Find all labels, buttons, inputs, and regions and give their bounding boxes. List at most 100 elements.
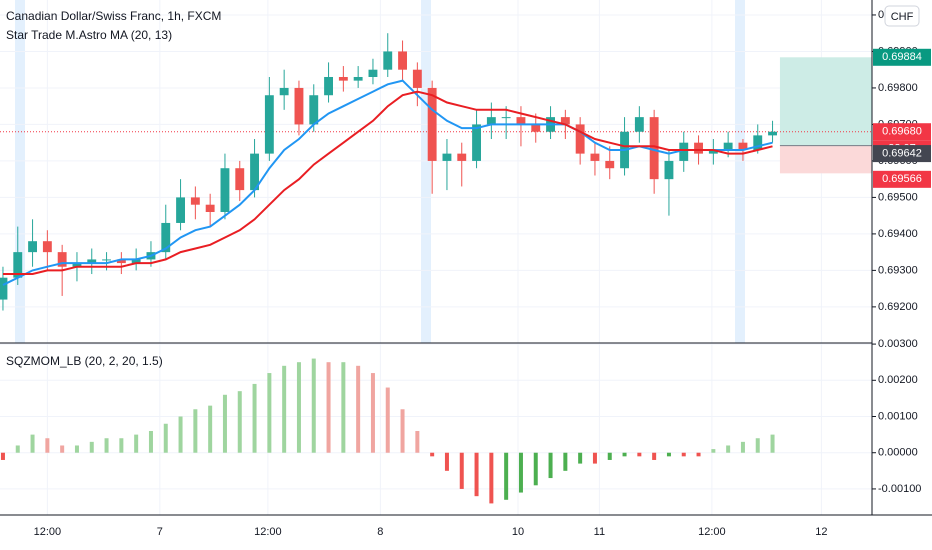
candle-body — [190, 197, 200, 205]
stop-zone — [779, 145, 872, 174]
momentum-bar — [267, 373, 272, 453]
y-tick-label: 0.69200 — [878, 301, 918, 313]
candle-body — [472, 124, 481, 161]
momentum-bar — [563, 452, 568, 471]
candle-body — [102, 259, 111, 261]
momentum-bar — [237, 391, 242, 453]
x-tick-label: 12:00 — [34, 526, 62, 538]
candle-body — [442, 153, 452, 161]
x-tick-label: 12 — [815, 526, 827, 538]
highlight-band — [421, 0, 431, 343]
highlight-band — [735, 0, 745, 343]
x-tick-label: 10 — [512, 526, 524, 538]
x-tick-label: 11 — [594, 526, 605, 538]
moving-average — [2, 79, 773, 286]
momentum-bar — [134, 434, 139, 453]
candle-body — [205, 204, 215, 213]
momentum-bar — [607, 452, 612, 460]
price-tag — [873, 145, 931, 163]
candle-body — [486, 117, 496, 125]
price-tag — [873, 170, 931, 188]
candle-body — [72, 263, 82, 267]
candle-body — [590, 153, 600, 161]
candle-body — [694, 142, 703, 154]
y-tick-label: 0.69400 — [878, 228, 918, 240]
momentum-bar — [681, 452, 686, 457]
candle-body — [13, 252, 23, 278]
momentum-bar — [89, 441, 94, 453]
momentum-bar — [252, 383, 257, 453]
x-tick-label: 12:00 — [698, 526, 726, 538]
candle-body — [664, 160, 674, 180]
momentum-bar — [178, 416, 183, 453]
momentum-bar — [74, 445, 79, 453]
candle-body — [131, 259, 141, 264]
candle-body — [309, 95, 319, 125]
momentum-bar — [45, 438, 50, 453]
price-tag-label: 0.69566 — [882, 173, 922, 185]
momentum-bar — [15, 445, 20, 453]
momentum-bar — [740, 441, 745, 453]
momentum-bar — [474, 452, 479, 497]
momentum-bar — [459, 452, 464, 489]
momentum-bar — [311, 358, 316, 453]
momentum-bar — [356, 365, 361, 453]
candle-body — [279, 87, 289, 96]
candle-body — [176, 197, 185, 223]
candle-body — [264, 95, 274, 154]
momentum-bar — [637, 452, 642, 457]
momentum-bar — [30, 434, 35, 453]
candle-body — [398, 51, 407, 70]
candle-body — [161, 222, 171, 253]
momentum-bar — [770, 434, 775, 453]
momentum-bar — [282, 365, 287, 453]
momentum-bar — [533, 452, 538, 486]
candle-body — [338, 76, 348, 81]
candle-body — [560, 117, 570, 125]
candle-body — [220, 168, 230, 213]
momentum-bar — [430, 452, 435, 457]
indicator-title: Star Trade M.Astro MA (20, 13) — [6, 28, 172, 42]
currency-button[interactable] — [884, 5, 920, 27]
candle-body — [353, 76, 363, 81]
symbol-title: Canadian Dollar/Swiss Franc, 1h, FXCM — [6, 9, 221, 23]
momentum-bar — [400, 409, 405, 453]
highlight-band — [15, 0, 25, 343]
candle-body — [634, 117, 644, 132]
momentum-bar — [370, 373, 375, 453]
candle-body — [0, 277, 8, 300]
momentum-bar — [119, 438, 124, 453]
momentum-bar — [60, 445, 65, 453]
momentum-bar — [518, 452, 523, 493]
candle-body — [501, 117, 511, 119]
candle-body — [427, 87, 437, 161]
momentum-bar — [755, 438, 760, 453]
price-tag-label: 0.69642 — [882, 147, 922, 159]
momentum-bar — [666, 452, 671, 457]
x-tick-label: 12:00 — [254, 526, 282, 538]
candle-body — [531, 124, 541, 132]
momentum-bar — [504, 452, 509, 500]
momentum-bar — [326, 362, 331, 453]
momentum-bar — [622, 452, 627, 457]
momentum-bar — [222, 394, 227, 453]
candle-body — [679, 142, 689, 161]
price-tag-label: 0.69884 — [882, 51, 922, 63]
y-tick-label: 0.00000 — [878, 447, 918, 459]
currency-label[interactable]: CHF — [891, 11, 914, 23]
y-tick-label: 0.00300 — [878, 338, 918, 350]
moving-average — [3, 90, 773, 275]
y-tick-label: 0.69300 — [878, 264, 918, 276]
candle-body — [250, 153, 259, 191]
momentum-pane: -0.00100 0.00000 0.00100 0.00200 0.00300 — [0, 338, 921, 504]
price-pane: 0.692000.693000.694000.695000.696000.697… — [0, 0, 918, 515]
momentum-bar — [489, 452, 494, 504]
candle-body — [575, 124, 585, 154]
candle-body — [28, 241, 37, 253]
candle-body — [516, 117, 526, 125]
candle-body — [87, 259, 97, 264]
candle-body — [723, 142, 733, 150]
